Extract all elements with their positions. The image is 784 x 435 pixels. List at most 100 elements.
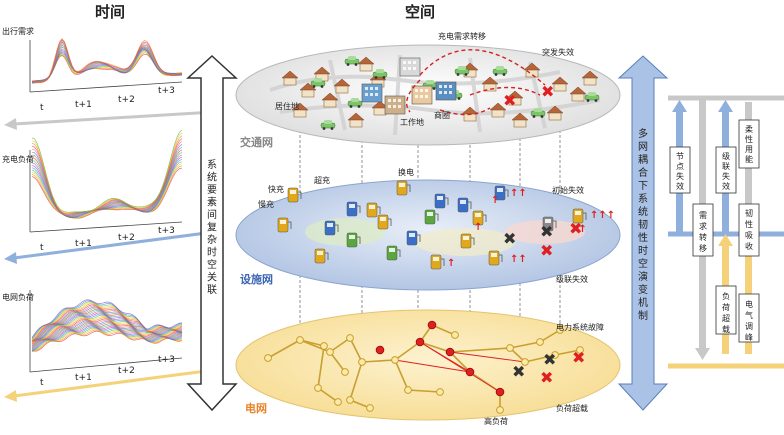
grid-node	[334, 398, 342, 406]
tick-label: t+3	[158, 226, 175, 236]
grid-node	[451, 331, 459, 339]
grid-node	[346, 334, 354, 342]
x-axis	[29, 221, 183, 233]
car-icon	[320, 120, 336, 130]
charging-station-icon	[430, 254, 445, 270]
cars	[310, 56, 600, 130]
transport-layer-name: 交通网	[240, 135, 273, 149]
work-label: 工作地	[400, 117, 424, 127]
facility-failure-marks: ✖ ✖ ✖ ✖	[503, 219, 582, 260]
house-icon	[551, 76, 569, 92]
curve-line	[31, 323, 183, 350]
panel-label: 电网负荷	[2, 292, 34, 302]
curve-line	[31, 303, 183, 342]
curve-line	[31, 38, 183, 83]
curve-line	[31, 299, 183, 338]
car-icon	[347, 98, 363, 108]
house-icon	[506, 90, 524, 106]
arrow-up-icon	[672, 100, 687, 112]
grid-node	[320, 342, 328, 350]
up-arrows-icon: ↑↑	[570, 224, 587, 235]
grid-layer-name: 电网	[245, 401, 267, 415]
feedback-panel: 节点失效 需求转移 级联失效 负荷超载 柔性用能 韧性吸收 电气调峰	[668, 95, 784, 369]
power-peak-text: 电气调峰	[745, 299, 753, 342]
migration-label: 充电需求转移	[438, 31, 486, 41]
fault-label: 电力系统故障	[556, 322, 604, 332]
up-arrows-icon: ↑	[474, 222, 482, 233]
arrow-down-icon	[695, 348, 710, 360]
grid-load-curves	[31, 299, 183, 352]
charging-station-icon	[386, 245, 401, 261]
house-icon	[333, 78, 351, 94]
charging-station-icon	[406, 230, 421, 246]
charging-station-icon	[396, 180, 411, 196]
charging-station-icon	[346, 232, 361, 248]
demand-transfer-text: 需求转移	[699, 211, 707, 253]
charging-station-icon	[457, 197, 472, 213]
time-arrow	[13, 368, 215, 398]
charging-station-icon	[472, 210, 487, 226]
charging-station-icon	[424, 209, 439, 225]
grid-node	[404, 386, 412, 394]
x-axis	[29, 81, 183, 93]
right-arrow-text: 多网耦合下系统韧性时空演变机制	[638, 127, 648, 322]
charging-stations	[277, 180, 587, 270]
swap-label: 换电	[398, 167, 414, 177]
curve-line	[31, 327, 183, 352]
tick-label: t	[40, 243, 44, 253]
curve-line	[31, 301, 183, 340]
curve-line	[31, 304, 183, 342]
demand-curves	[31, 38, 183, 84]
grid-node	[427, 320, 437, 330]
demand-transfer-arrows	[406, 49, 546, 116]
grid-node	[346, 396, 354, 404]
tick-label: t+2	[118, 366, 135, 376]
house-icon	[299, 82, 317, 98]
building-icon	[435, 81, 457, 101]
charging-station-icon	[277, 217, 292, 233]
cascade-failure-label: 级联失效	[556, 274, 588, 284]
car-icon	[530, 108, 546, 118]
arrow-up-icon	[718, 234, 733, 246]
grid-node	[326, 348, 334, 356]
house-icon	[569, 86, 587, 102]
curve-line	[31, 305, 183, 342]
panel-label: 出行需求	[2, 26, 34, 36]
right-double-arrow: 多网耦合下系统韧性时空演变机制	[617, 55, 669, 411]
house-icon	[357, 56, 375, 72]
grid-node	[495, 387, 505, 397]
left-arrow-text: 系统要素间复杂时空关联	[207, 159, 217, 296]
grid-node	[264, 354, 272, 362]
cross-icon: ✖	[540, 241, 553, 260]
zone-highlight	[305, 218, 385, 246]
time-header: 时间	[95, 3, 125, 21]
cross-icon: ✖	[540, 222, 553, 241]
building-icon	[384, 95, 406, 115]
double-arrow-shape	[186, 54, 238, 412]
house-icon	[291, 102, 309, 118]
grid-node	[415, 337, 425, 347]
initial-failure-label: 初始失效	[552, 185, 584, 195]
grid-failure-marks: ✖ ✖ ✖ ✖	[512, 348, 585, 387]
arrow-head	[4, 390, 17, 402]
grid-node	[536, 338, 544, 346]
time-arrow	[13, 110, 215, 126]
buildings	[361, 57, 457, 115]
up-arrows-icon: ↑↑	[510, 254, 527, 265]
cross-icon: ✖	[541, 82, 554, 101]
grid-node	[314, 384, 322, 392]
grid-node	[445, 347, 455, 357]
up-arrows-icon: ↑	[491, 195, 499, 206]
car-icon	[372, 69, 388, 79]
space-header: 空间	[405, 3, 435, 21]
cross-icon: ✖	[569, 219, 582, 238]
house-icon	[281, 70, 299, 86]
node-failure-box	[669, 146, 691, 194]
cross-icon: ✖	[512, 362, 525, 381]
car-icon	[584, 92, 600, 102]
grid-node	[366, 404, 374, 412]
time-panel-grid-load: 电网负荷 t t+1 t+2 t+3	[2, 290, 215, 402]
panel-label: 充电负荷	[2, 154, 34, 164]
power-peak-box	[738, 293, 760, 343]
up-arrows-icon: ↑↑	[510, 188, 527, 199]
